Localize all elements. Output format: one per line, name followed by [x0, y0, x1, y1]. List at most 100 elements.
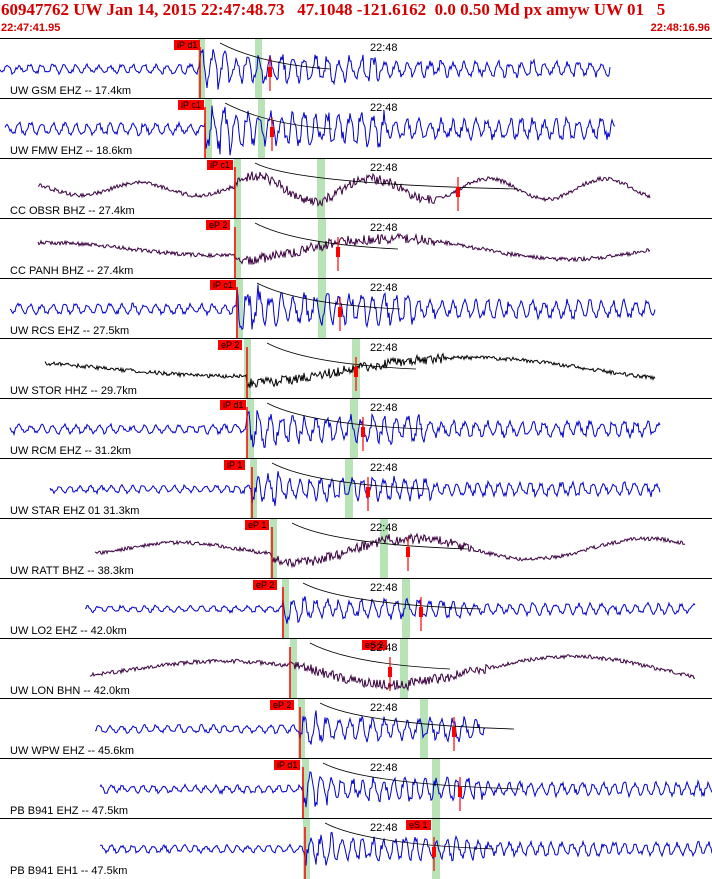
- waveform-trace: [44, 352, 656, 389]
- amplitude-marker: [361, 427, 365, 437]
- amplitude-marker: [338, 307, 342, 317]
- phase-pick-label[interactable]: eP 2: [270, 700, 295, 710]
- waveform-trace: [84, 596, 696, 624]
- phase-window: [198, 39, 205, 99]
- waveform-trace: [89, 654, 696, 692]
- waveform-trace: [0, 49, 611, 90]
- station-label: UW FMW EHZ -- 18.6km: [10, 145, 133, 157]
- station-label: CC OBSR BHZ -- 27.4km: [10, 205, 135, 217]
- moveout-curve: [266, 342, 417, 370]
- waveform-trace: [99, 831, 712, 866]
- trace-waveform: [94, 519, 686, 579]
- station-label: UW STAR EHZ 01 31.3km: [10, 505, 140, 517]
- amplitude-marker: [458, 787, 462, 797]
- time-mark-label: 22:48: [370, 162, 398, 174]
- trace-waveform: [0, 39, 611, 99]
- trace-panel[interactable]: iP c1 22:48 UW FMW EHZ -- 18.6km: [0, 98, 712, 159]
- amplitude-marker: [452, 727, 456, 737]
- waveform-trace: [94, 710, 485, 745]
- time-end-label: 22:48:16.96: [650, 22, 710, 34]
- waveform-trace: [94, 532, 686, 569]
- station-label: UW RCS EHZ -- 27.5km: [10, 325, 130, 337]
- trace-waveform: [44, 339, 656, 399]
- station-label: UW LO2 EHZ -- 42.0km: [10, 625, 127, 637]
- station-label: UW GSM EHZ -- 17.4km: [10, 85, 132, 97]
- amplitude-marker: [419, 607, 423, 617]
- time-mark-label: 22:48: [370, 222, 398, 234]
- amplitude-marker: [270, 127, 274, 137]
- phase-window: [250, 459, 257, 519]
- station-label: UW LON BHN -- 42.0km: [10, 685, 130, 697]
- trace-waveform: [84, 579, 696, 639]
- trace-panel[interactable]: eP 2 22:48 UW WPW EHZ -- 45.6km: [0, 698, 712, 759]
- phase-pick-label[interactable]: iP 1: [224, 460, 246, 470]
- amplitude-marker: [336, 247, 340, 257]
- trace-waveform: [9, 279, 656, 339]
- station-label: PB B941 EHZ -- 47.5km: [10, 805, 128, 817]
- phase-window: [234, 219, 241, 279]
- phase-pick-label[interactable]: iP c1: [207, 160, 233, 170]
- trace-panel[interactable]: eP 2 22:48 UW LO2 EHZ -- 42.0km: [0, 578, 712, 639]
- moveout-curve: [322, 762, 521, 790]
- phase-pick-label[interactable]: eS 2: [362, 640, 387, 650]
- time-mark-label: 22:48: [370, 282, 398, 294]
- amplitude-marker: [456, 187, 460, 197]
- time-mark-label: 22:48: [370, 102, 398, 114]
- phase-window: [270, 519, 277, 579]
- trace-waveform: [49, 459, 661, 519]
- time-mark-label: 22:48: [370, 342, 398, 354]
- time-mark-label: 22:48: [370, 762, 398, 774]
- phase-pick-label[interactable]: iP d1: [220, 400, 247, 410]
- phase-pick-label[interactable]: eS 1: [406, 820, 431, 830]
- moveout-curve: [291, 522, 469, 550]
- phase-window: [255, 39, 262, 99]
- amplitude-marker: [406, 547, 410, 557]
- phase-window: [317, 159, 325, 219]
- phase-pick-label[interactable]: eP 2: [253, 580, 278, 590]
- moveout-curve: [319, 702, 515, 730]
- event-title: 60947762 UW Jan 14, 2015 22:47:48.73 47.…: [1, 0, 666, 19]
- time-mark-label: 22:48: [370, 402, 398, 414]
- moveout-curve: [309, 642, 451, 670]
- trace-panel[interactable]: iP c1 22:48 CC OBSR BHZ -- 27.4km: [0, 158, 712, 219]
- time-mark-label: 22:48: [370, 42, 398, 54]
- waveform-trace: [49, 471, 661, 507]
- trace-waveform: [99, 819, 712, 879]
- trace-panel[interactable]: iP d1 22:48 UW GSM EHZ -- 17.4km: [0, 38, 712, 99]
- trace-panel[interactable]: iP 1 22:48 UW STAR EHZ 01 31.3km: [0, 458, 712, 519]
- time-start-label: 22:47:41.95: [1, 22, 61, 34]
- waveform-trace: [9, 284, 656, 331]
- phase-pick-label[interactable]: iP c1: [178, 100, 204, 110]
- phase-window: [420, 699, 428, 759]
- phase-window: [282, 579, 289, 639]
- trace-waveform: [89, 639, 696, 699]
- phase-pick-label[interactable]: eP 1: [245, 520, 270, 530]
- phase-pick-label[interactable]: iP d1: [274, 760, 301, 770]
- seismogram-panel-stack: iP d1 22:48 UW GSM EHZ -- 17.4km iP c1 22:48…: [0, 38, 712, 879]
- phase-window: [236, 279, 243, 339]
- phase-pick-label[interactable]: eP 2: [206, 220, 231, 230]
- trace-panel[interactable]: eS 1 22:48 PB B941 EH1 -- 47.5km: [0, 818, 712, 879]
- waveform-trace: [4, 105, 616, 156]
- phase-window: [432, 759, 440, 819]
- phase-window: [400, 639, 408, 699]
- time-mark-label: 22:48: [370, 642, 398, 654]
- trace-panel[interactable]: eP 1 22:48 UW RATT BHZ -- 38.3km: [0, 518, 712, 579]
- station-label: PB B941 EH1 -- 47.5km: [10, 865, 128, 877]
- phase-window: [234, 159, 241, 219]
- trace-panel[interactable]: iP c1 22:48 UW RCS EHZ -- 27.5km: [0, 278, 712, 339]
- phase-window: [402, 579, 410, 639]
- trace-panel[interactable]: eP 2 22:48 UW STOR HHZ -- 29.7km: [0, 338, 712, 399]
- phase-pick-label[interactable]: eP 2: [218, 340, 243, 350]
- trace-panel[interactable]: iP d1 22:48 UW RCM EHZ -- 31.2km: [0, 398, 712, 459]
- trace-panel[interactable]: eP 2 22:48 CC PANH BHZ -- 27.4km: [0, 218, 712, 279]
- moveout-curve: [219, 42, 331, 70]
- trace-panel[interactable]: eS 2 22:48 UW LON BHN -- 42.0km: [0, 638, 712, 699]
- phase-pick-label[interactable]: iP c1: [210, 280, 236, 290]
- phase-window: [303, 819, 310, 879]
- trace-panel[interactable]: iP d1 22:48 PB B941 EHZ -- 47.5km: [0, 758, 712, 819]
- moveout-curve: [254, 222, 399, 250]
- trace-waveform: [99, 759, 712, 819]
- phase-window: [302, 759, 309, 819]
- phase-pick-label[interactable]: iP d1: [174, 40, 201, 50]
